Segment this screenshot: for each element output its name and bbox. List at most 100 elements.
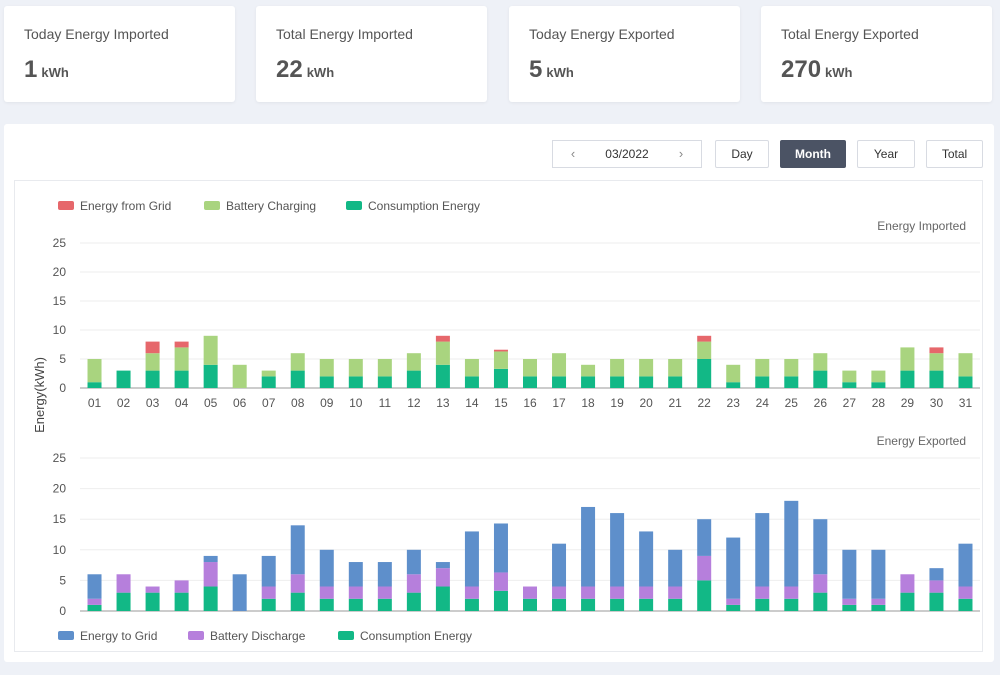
chevron-left-icon[interactable]: ‹ bbox=[570, 146, 576, 161]
x-tick-label: 24 bbox=[756, 396, 770, 410]
bar-segment bbox=[755, 359, 770, 377]
card-label: Total Energy Exported bbox=[781, 26, 919, 42]
bar-segment bbox=[929, 592, 944, 611]
bar-segment bbox=[145, 586, 160, 593]
card-label: Total Energy Imported bbox=[276, 26, 413, 42]
x-tick-label: 20 bbox=[639, 396, 653, 410]
bar-segment bbox=[116, 574, 131, 593]
total-button[interactable]: Total bbox=[926, 140, 983, 168]
bar-segment bbox=[784, 359, 799, 377]
card-label: Today Energy Exported bbox=[529, 26, 675, 42]
bar-segment bbox=[290, 525, 305, 575]
date-picker-value[interactable]: 03/2022 bbox=[605, 147, 649, 161]
bar-segment bbox=[958, 543, 973, 587]
bar-segment bbox=[552, 376, 567, 388]
bar-segment bbox=[261, 598, 276, 611]
bar-segment bbox=[668, 549, 683, 587]
bar-segment bbox=[639, 598, 654, 611]
bar-segment bbox=[871, 549, 886, 599]
y-axis-label: Energy(kWh) bbox=[32, 357, 47, 433]
bar-segment bbox=[755, 586, 770, 599]
bar-segment bbox=[842, 604, 857, 611]
bar-segment bbox=[958, 353, 973, 377]
x-tick-label: 07 bbox=[262, 396, 276, 410]
card-value: 1 kWh bbox=[24, 56, 69, 83]
bar-segment bbox=[697, 555, 712, 581]
bar-segment bbox=[377, 562, 392, 587]
bar-segment bbox=[87, 382, 102, 388]
chart-subtitle: Energy Exported bbox=[877, 434, 966, 448]
bar-segment bbox=[784, 376, 799, 388]
bar-segment bbox=[493, 590, 508, 611]
chevron-right-icon[interactable]: › bbox=[678, 146, 684, 161]
bar-segment bbox=[145, 592, 160, 611]
x-tick-label: 16 bbox=[523, 396, 537, 410]
bar-segment bbox=[552, 353, 567, 377]
bar-segment bbox=[145, 353, 160, 371]
bar-segment bbox=[697, 580, 712, 611]
x-tick-label: 13 bbox=[436, 396, 450, 410]
bar-segment bbox=[261, 586, 276, 599]
bar-segment bbox=[435, 562, 450, 569]
date-picker[interactable]: ‹ 03/2022 › bbox=[552, 140, 702, 168]
x-tick-label: 15 bbox=[494, 396, 508, 410]
bar-segment bbox=[813, 370, 828, 388]
bar-segment bbox=[552, 586, 567, 599]
y-tick-label: 20 bbox=[53, 265, 67, 279]
x-tick-label: 01 bbox=[88, 396, 102, 410]
bar-segment bbox=[464, 598, 479, 611]
card-value: 270 kWh bbox=[781, 56, 853, 83]
bar-segment bbox=[523, 598, 537, 611]
bar-segment bbox=[929, 568, 944, 581]
y-tick-label: 5 bbox=[59, 573, 66, 587]
year-button[interactable]: Year bbox=[857, 140, 915, 168]
bar-segment bbox=[697, 519, 712, 556]
card-today-exported: Today Energy Exported 5 kWh bbox=[509, 6, 740, 102]
bar-segment bbox=[697, 359, 712, 388]
day-button[interactable]: Day bbox=[715, 140, 769, 168]
bar-segment bbox=[552, 598, 567, 611]
bar-segment bbox=[464, 531, 479, 587]
card-label: Today Energy Imported bbox=[24, 26, 169, 42]
bar-segment bbox=[203, 562, 218, 587]
bar-segment bbox=[842, 370, 857, 383]
bar-segment bbox=[668, 586, 683, 599]
bar-segment bbox=[87, 598, 102, 605]
bar-segment bbox=[116, 370, 131, 388]
x-tick-label: 08 bbox=[291, 396, 305, 410]
bar-segment bbox=[261, 370, 276, 377]
bar-segment bbox=[755, 513, 770, 587]
x-tick-label: 11 bbox=[379, 396, 392, 410]
bar-segment bbox=[435, 341, 450, 365]
legend-label: Energy from Grid bbox=[80, 199, 171, 213]
bar-segment bbox=[348, 376, 363, 388]
bar-segment bbox=[639, 586, 654, 599]
bar-segment bbox=[406, 592, 421, 611]
bar-segment bbox=[174, 592, 189, 611]
bar-segment bbox=[639, 359, 654, 377]
bar-segment bbox=[174, 341, 189, 348]
bar-segment bbox=[581, 376, 596, 388]
bar-segment bbox=[523, 586, 537, 599]
bar-segment bbox=[784, 500, 799, 587]
bar-segment bbox=[174, 347, 189, 371]
x-tick-label: 23 bbox=[727, 396, 741, 410]
bar-segment bbox=[464, 586, 479, 599]
bar-segment bbox=[203, 586, 218, 611]
bar-segment bbox=[581, 586, 596, 599]
bar-segment bbox=[203, 364, 218, 388]
bar-segment bbox=[581, 506, 596, 587]
month-button[interactable]: Month bbox=[780, 140, 846, 168]
bar-segment bbox=[639, 531, 654, 587]
bar-segment bbox=[958, 598, 973, 611]
bar-segment bbox=[610, 598, 625, 611]
legend-swatch bbox=[338, 631, 354, 640]
y-tick-label: 25 bbox=[53, 451, 67, 465]
bar-segment bbox=[435, 364, 450, 388]
energy-chart-container: 0 5 10 15 20 25 Energy Imported 01 02 03 04 05 06 07 0… bbox=[14, 180, 983, 652]
x-tick-label: 29 bbox=[901, 396, 915, 410]
bar-segment bbox=[726, 382, 741, 388]
x-tick-label: 06 bbox=[233, 396, 247, 410]
chart-subtitle: Energy Imported bbox=[877, 219, 966, 233]
y-tick-label: 15 bbox=[53, 294, 67, 308]
